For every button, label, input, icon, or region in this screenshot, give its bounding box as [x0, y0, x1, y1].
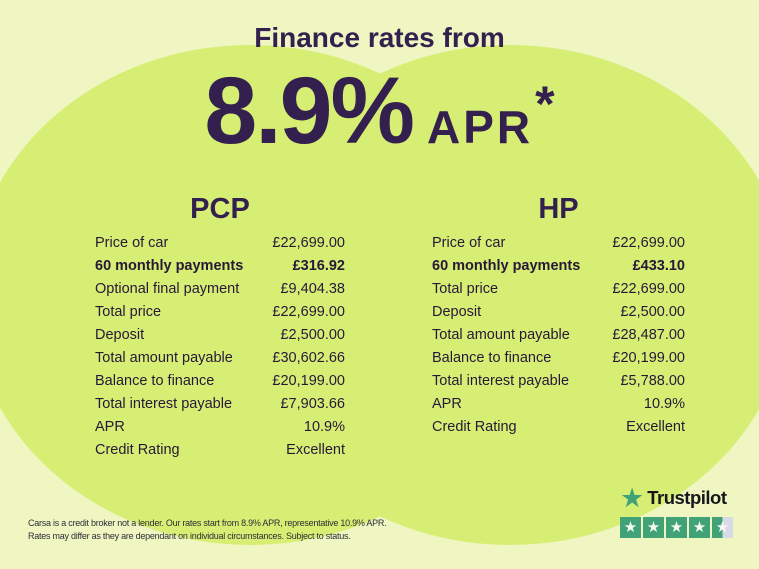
star-icon: ★ [692, 519, 707, 536]
row-label: Price of car [432, 235, 506, 251]
row-value: £2,500.00 [620, 304, 685, 320]
rate-value: 8.9% [204, 58, 415, 164]
finance-row: Total amount payable £28,487.00 [432, 327, 685, 350]
trustpilot-brand: Trustpilot [647, 487, 727, 508]
row-label: Total price [432, 281, 499, 297]
row-label: APR [95, 419, 125, 435]
row-value: £20,199.00 [272, 373, 345, 389]
trustpilot-logo: ★ Trustpilot [620, 484, 740, 512]
finance-row: Total interest payable £7,903.66 [95, 396, 345, 419]
background-blob-right [230, 45, 759, 545]
row-value: £22,699.00 [612, 281, 685, 297]
pcp-heading: PCP [190, 193, 250, 225]
finance-row: Deposit £2,500.00 [95, 327, 345, 350]
row-label: Balance to finance [95, 373, 215, 389]
row-value: £433.10 [632, 258, 685, 274]
finance-row: Price of car £22,699.00 [432, 235, 685, 258]
rating-star-box: ★ [666, 517, 687, 538]
trustpilot-widget[interactable]: ★ Trustpilot ★ ★ ★ ★ ★ [620, 484, 740, 538]
rating-star-box: ★ [643, 517, 664, 538]
row-label: Total amount payable [95, 350, 233, 366]
headline-rate: 8.9% APR * [204, 58, 555, 164]
row-value: 10.9% [643, 396, 685, 412]
row-label: Total interest payable [95, 396, 233, 412]
row-value: Excellent [626, 419, 685, 435]
row-label: Total price [95, 304, 162, 320]
header: Finance rates from [0, 0, 759, 53]
row-label: Credit Rating [432, 419, 517, 435]
row-label: 60 monthly payments [95, 258, 244, 274]
finance-row: Credit Rating Excellent [432, 419, 685, 442]
row-value: £7,903.66 [280, 396, 345, 412]
trustpilot-star-icon: ★ [620, 483, 645, 513]
row-value: £30,602.66 [272, 350, 345, 366]
finance-row: Balance to finance £20,199.00 [95, 373, 345, 396]
row-value: £316.92 [292, 258, 345, 274]
finance-row: APR 10.9% [95, 419, 345, 442]
row-label: Total amount payable [432, 327, 570, 343]
finance-row: 60 monthly payments £433.10 [432, 258, 685, 281]
pcp-column: PCP Price of car £22,699.00 60 monthly pay… [95, 193, 345, 465]
page-title: Finance rates from [254, 22, 505, 53]
finance-row: Total price £22,699.00 [95, 304, 345, 327]
row-value: Excellent [286, 442, 345, 458]
star-icon: ★ [669, 519, 684, 536]
row-value: £9,404.38 [280, 281, 345, 297]
finance-row: Balance to finance £20,199.00 [432, 350, 685, 373]
row-label: Deposit [95, 327, 145, 343]
rate-unit: APR [426, 101, 534, 153]
pcp-table: Price of car £22,699.00 60 monthly payment… [95, 235, 345, 465]
row-label: 60 monthly payments [432, 258, 581, 274]
row-label: Balance to finance [432, 350, 552, 366]
finance-row: Price of car £22,699.00 [95, 235, 345, 258]
row-value: 10.9% [303, 419, 345, 435]
hp-column: HP Price of car £22,699.00 60 monthly paym… [432, 193, 685, 442]
finance-row: 60 monthly payments £316.92 [95, 258, 345, 281]
finance-row: Total price £22,699.00 [432, 281, 685, 304]
row-label: APR [432, 396, 462, 412]
star-icon: ★ [715, 519, 730, 536]
finance-row: APR 10.9% [432, 396, 685, 419]
rating-star-box: ★ [620, 517, 641, 538]
row-value: £5,788.00 [620, 373, 685, 389]
rating-star-box: ★ [689, 517, 710, 538]
finance-row: Total amount payable £30,602.66 [95, 350, 345, 373]
row-value: £2,500.00 [280, 327, 345, 343]
row-value: £22,699.00 [272, 235, 345, 251]
disclaimer-line1: Carsa is a credit broker not a lender. O… [28, 518, 387, 528]
star-icon: ★ [646, 519, 661, 536]
finance-row: Credit Rating Excellent [95, 442, 345, 465]
hp-table: Price of car £22,699.00 60 monthly payment… [432, 235, 685, 442]
hp-heading: HP [538, 193, 579, 225]
finance-row: Optional final payment £9,404.38 [95, 281, 345, 304]
row-label: Total interest payable [432, 373, 570, 389]
row-label: Credit Rating [95, 442, 180, 458]
row-label: Price of car [95, 235, 169, 251]
star-icon: ★ [623, 519, 638, 536]
row-label: Optional final payment [95, 281, 240, 297]
trustpilot-rating-stars: ★ ★ ★ ★ ★ [620, 517, 740, 538]
row-value: £22,699.00 [272, 304, 345, 320]
row-value: £20,199.00 [612, 350, 685, 366]
row-value: £28,487.00 [612, 327, 685, 343]
finance-row: Deposit £2,500.00 [432, 304, 685, 327]
disclaimer-line2: Rates may differ as they are dependant o… [28, 530, 351, 541]
row-label: Deposit [432, 304, 482, 320]
rating-star-box: ★ [712, 517, 733, 538]
row-value: £22,699.00 [612, 235, 685, 251]
finance-row: Total interest payable £5,788.00 [432, 373, 685, 396]
disclaimer-text: Carsa is a credit broker not a lender. O… [28, 517, 387, 542]
